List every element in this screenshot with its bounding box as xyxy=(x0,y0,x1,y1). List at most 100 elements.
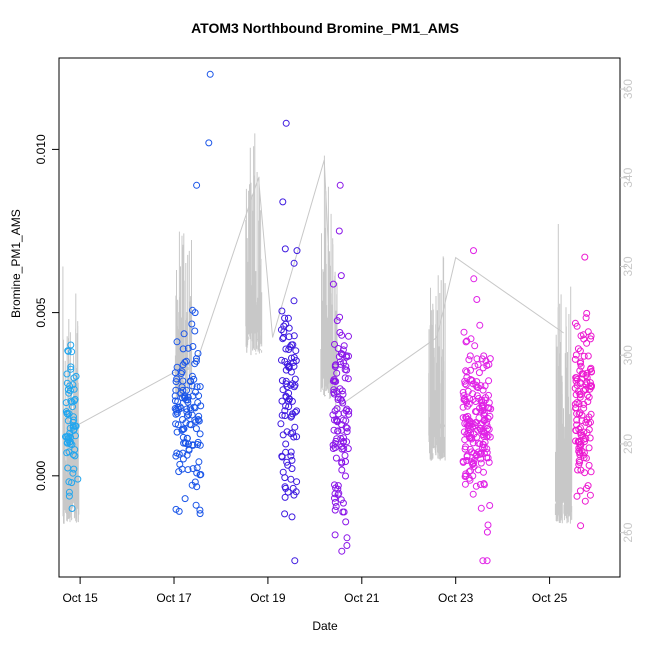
data-point xyxy=(329,411,337,419)
y2-tick-label: 300 xyxy=(621,345,635,365)
data-point xyxy=(65,478,73,486)
data-point xyxy=(62,408,70,416)
data-point xyxy=(460,396,468,404)
data-point xyxy=(473,392,481,400)
data-point xyxy=(583,339,591,347)
data-point xyxy=(342,423,350,431)
data-point xyxy=(466,426,474,434)
data-point xyxy=(461,420,469,428)
data-point xyxy=(485,391,492,399)
data-point xyxy=(194,416,202,424)
data-point xyxy=(469,490,477,498)
data-point xyxy=(68,398,76,406)
data-point xyxy=(288,412,296,420)
data-point xyxy=(193,483,201,491)
data-point xyxy=(471,419,479,427)
data-point xyxy=(337,496,345,504)
data-point xyxy=(287,430,295,438)
data-point xyxy=(576,393,584,401)
data-point xyxy=(479,364,487,372)
data-point xyxy=(291,408,299,416)
data-point xyxy=(288,465,296,473)
data-point xyxy=(465,356,473,364)
data-point xyxy=(196,441,204,449)
data-point xyxy=(578,370,586,378)
data-point xyxy=(572,351,580,359)
data-point xyxy=(193,464,201,472)
data-point xyxy=(341,452,349,459)
data-point xyxy=(290,332,298,340)
data-point xyxy=(69,451,77,459)
data-point xyxy=(281,314,289,322)
y2-tick-label: 340 xyxy=(621,167,635,187)
data-point xyxy=(336,181,344,189)
data-point xyxy=(468,434,476,442)
data-point xyxy=(462,338,470,346)
data-point xyxy=(484,521,492,529)
data-point xyxy=(183,434,191,442)
data-point xyxy=(574,345,582,353)
data-point xyxy=(459,403,467,411)
data-point xyxy=(292,488,300,496)
y-tick-label: 0.005 xyxy=(34,297,48,327)
data-point xyxy=(582,418,590,426)
data-point xyxy=(344,375,352,383)
data-point xyxy=(184,344,192,352)
data-point xyxy=(331,340,338,348)
data-point xyxy=(474,439,482,447)
data-point xyxy=(188,320,196,328)
data-point xyxy=(68,348,76,356)
data-point xyxy=(278,453,286,461)
data-point xyxy=(173,375,181,383)
data-point xyxy=(330,426,338,434)
data-point xyxy=(284,314,292,322)
data-point xyxy=(336,329,344,336)
data-point xyxy=(291,557,299,565)
data-point xyxy=(573,492,581,500)
data-point xyxy=(331,506,339,514)
data-point xyxy=(179,361,187,369)
y2-tick-label: 260 xyxy=(621,522,635,542)
data-point xyxy=(192,357,200,365)
data-point xyxy=(281,245,289,253)
data-point xyxy=(467,366,474,374)
data-point xyxy=(583,374,591,382)
data-point xyxy=(278,356,285,364)
data-point xyxy=(461,480,469,488)
data-point xyxy=(285,346,293,353)
data-point xyxy=(293,247,301,255)
data-point xyxy=(343,366,351,374)
data-point xyxy=(479,431,487,439)
data-point xyxy=(480,417,488,425)
data-point xyxy=(175,468,183,476)
data-point xyxy=(172,378,180,386)
data-point xyxy=(575,461,583,469)
data-point xyxy=(187,377,194,385)
data-point xyxy=(345,410,353,418)
data-point xyxy=(287,413,295,421)
y2-tick-label: 320 xyxy=(621,256,635,276)
data-point xyxy=(572,374,580,382)
data-point xyxy=(463,368,471,376)
data-point xyxy=(587,410,595,418)
data-point xyxy=(462,367,470,375)
data-point xyxy=(279,431,287,439)
data-point xyxy=(586,434,594,442)
data-point xyxy=(284,461,292,469)
data-point xyxy=(277,420,285,428)
secondary-trace-4 xyxy=(320,155,338,399)
data-point xyxy=(461,473,469,480)
data-point xyxy=(339,499,347,507)
data-point xyxy=(342,472,349,480)
data-point xyxy=(332,503,340,510)
data-point xyxy=(290,362,298,370)
data-point xyxy=(196,383,204,391)
data-point xyxy=(331,498,339,506)
data-point xyxy=(334,427,342,435)
data-point xyxy=(338,547,346,555)
data-point xyxy=(463,337,471,345)
data-point xyxy=(464,387,472,395)
data-point xyxy=(575,400,583,408)
data-point xyxy=(577,431,585,439)
